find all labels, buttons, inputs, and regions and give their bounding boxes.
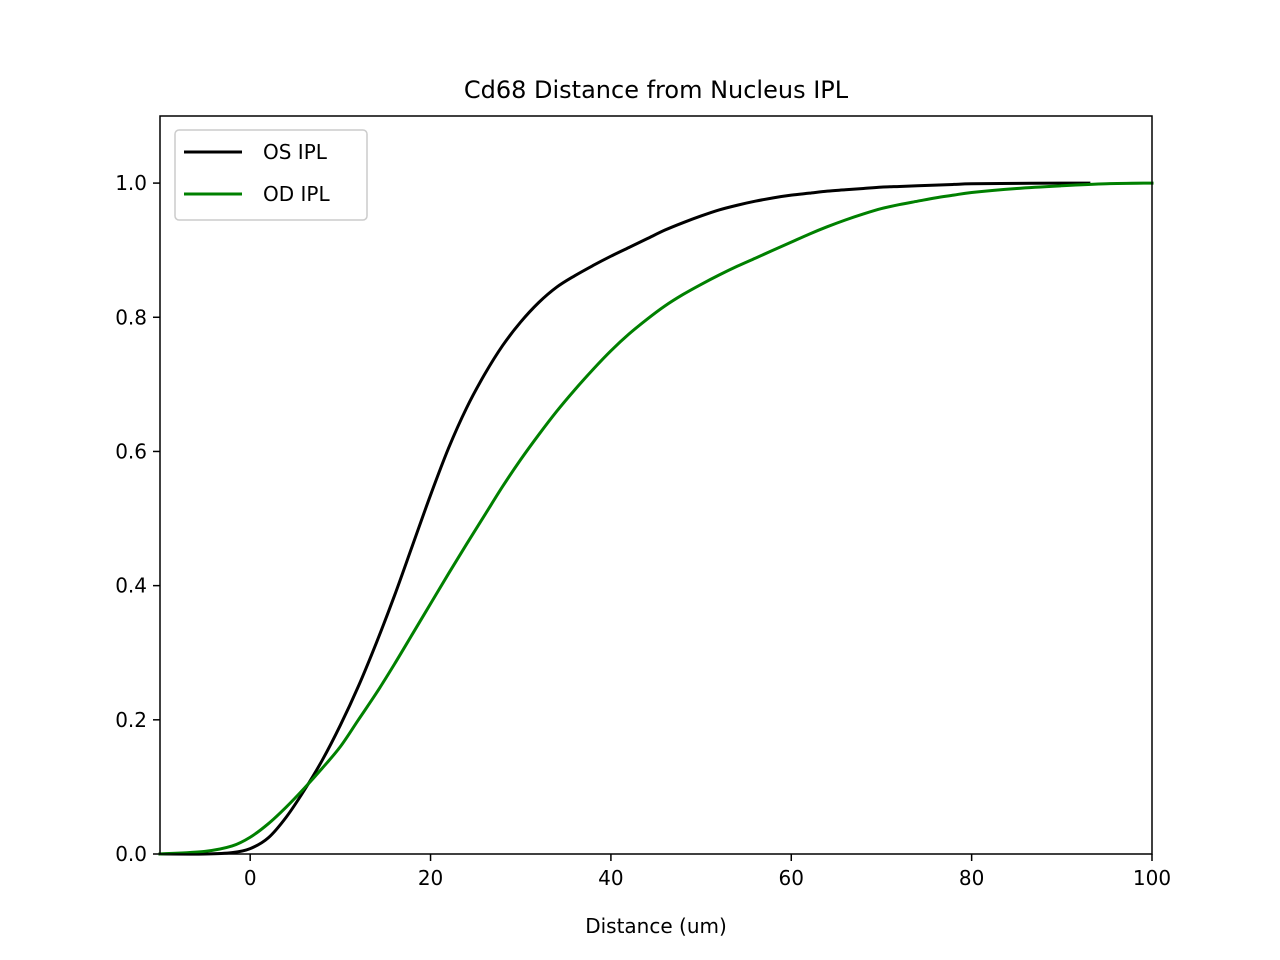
legend-label-1: OS IPL [263,140,328,164]
y-axis: 0.0 0.2 0.4 0.6 0.8 1.0 [115,171,160,866]
x-tick-label: 40 [598,866,623,890]
y-tick-label: 0.2 [115,708,147,732]
plot-frame [159,115,1153,855]
x-tick-label: 60 [779,866,804,890]
chart-title: Cd68 Distance from Nucleus IPL [464,76,849,104]
plot-lines [158,181,1154,856]
x-tick-label: 80 [959,866,984,890]
y-tick-label: 0.6 [115,439,147,463]
y-tick-label: 0.0 [115,842,147,866]
series-line-2 [158,181,1154,856]
y-tick-label: 0.8 [115,305,147,329]
x-tick-label: 100 [1133,866,1171,890]
y-tick-label: 1.0 [115,171,147,195]
legend-label-2: OD IPL [263,182,330,206]
x-tick-label: 0 [244,866,257,890]
x-tick-label: 20 [418,866,443,890]
x-axis: 0 20 40 60 80 100 [244,854,1171,890]
x-axis-label: Distance (um) [585,914,727,938]
legend: OS IPL OD IPL [174,129,368,221]
series-line-1 [158,181,1091,856]
y-tick-label: 0.4 [115,574,147,598]
